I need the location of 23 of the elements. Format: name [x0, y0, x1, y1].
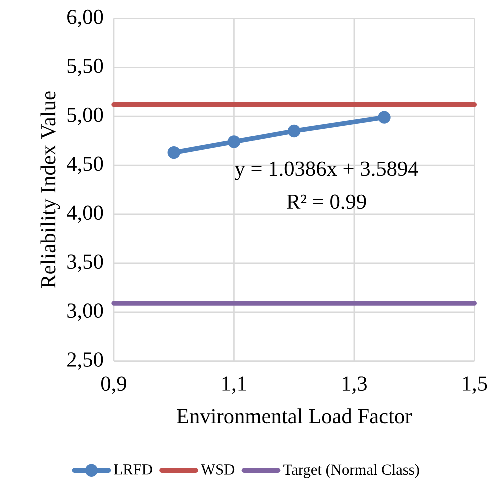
- y-tick-label: 4,00: [67, 206, 104, 224]
- y-tick-label: 3,00: [68, 304, 104, 322]
- y-tick-label: 2,50: [68, 352, 104, 370]
- point: [378, 111, 391, 124]
- x-tick-label: 1,5: [463, 376, 488, 394]
- legend-label: LRFD: [114, 464, 152, 475]
- x-tick-label: 0,9: [101, 376, 126, 394]
- x-tick-label: 1,3: [342, 376, 367, 394]
- point: [288, 124, 301, 138]
- annotation: y = 1.0386x + 3.5894: [235, 162, 418, 181]
- y-axis-title: Reliability Index Value: [40, 92, 60, 288]
- point: [228, 136, 241, 148]
- annotation: R² = 0.99: [287, 194, 366, 210]
- y-tick-label: 3,50: [68, 254, 104, 272]
- y-tick-label: 5,50: [68, 58, 104, 76]
- y-tick-label: 5,00: [68, 108, 104, 126]
- point: [168, 146, 180, 160]
- legend-label: WSD: [201, 464, 235, 475]
- y-tick-label: 6,00: [68, 10, 104, 28]
- x-axis-title: Environmental Load Factor: [177, 408, 412, 424]
- legend-label: Target (Normal Class): [284, 464, 420, 478]
- x-tick-label: 1,1: [222, 376, 246, 394]
- y-tick-label: 4,50: [67, 156, 104, 174]
